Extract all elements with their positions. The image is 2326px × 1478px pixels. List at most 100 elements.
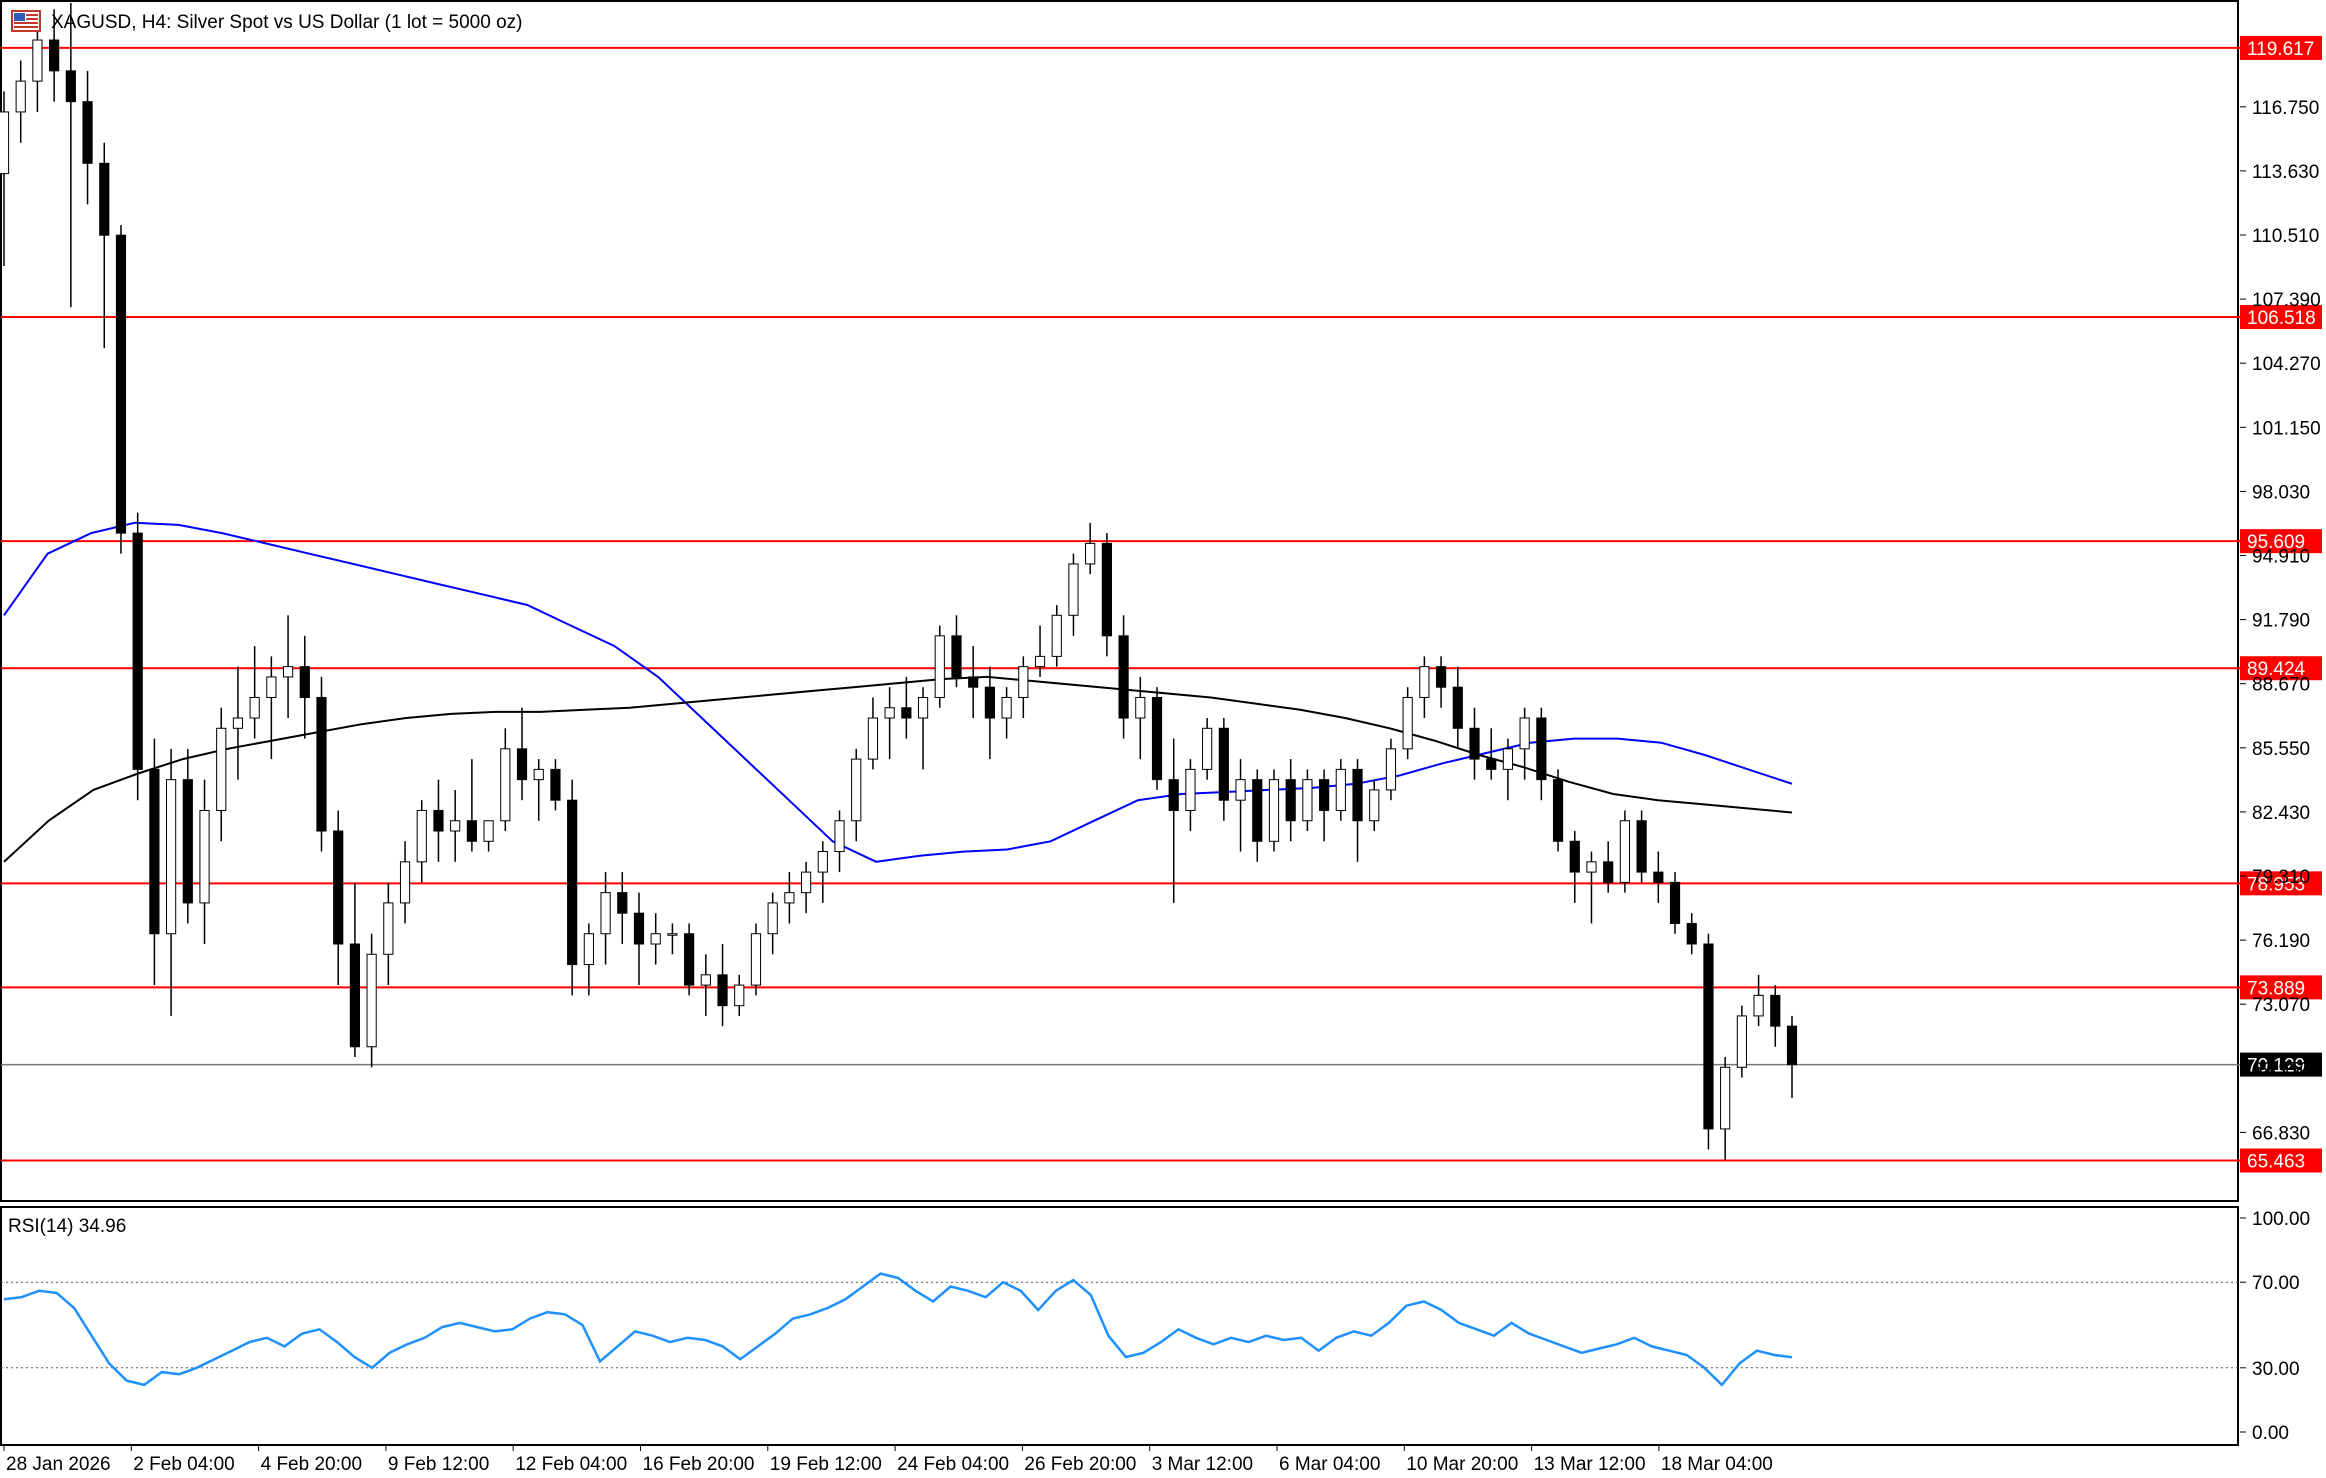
candle-body [1770, 994, 1781, 1027]
candle-body [917, 696, 929, 719]
candle-body [1452, 686, 1463, 729]
candle-body [1335, 768, 1346, 811]
candle-body [1068, 563, 1079, 616]
candle-body [1786, 1025, 1798, 1066]
rsi-label: RSI(14) 34.96 [8, 1216, 126, 1237]
candle-body [734, 984, 745, 1007]
candle-body [1586, 861, 1597, 873]
candle-body [1302, 779, 1313, 822]
price-tick-label: 101.150 [2252, 418, 2321, 439]
candle-body [199, 809, 210, 904]
candle-body [1085, 542, 1096, 565]
price-tick-label: 82.430 [2252, 803, 2310, 824]
candle-body [1469, 727, 1480, 760]
price-tick-label: 110.510 [2252, 226, 2319, 247]
level-price-tag [2240, 305, 2322, 330]
price-tick-label: 76.190 [2252, 931, 2310, 952]
candle-body [450, 820, 461, 832]
candle-body [82, 101, 93, 164]
candle-body [567, 799, 578, 966]
candle-body [49, 39, 60, 72]
price-tick-label: 88.670 [2252, 675, 2310, 696]
candle-body [583, 933, 594, 966]
chart-header: XAGUSD, H4: Silver Spot vs US Dollar (1 … [11, 10, 522, 33]
candle-body [617, 892, 628, 914]
candle-body [1603, 861, 1614, 883]
candle-body [1419, 666, 1430, 698]
chart-title: XAGUSD, H4: Silver Spot vs US Dollar (1 … [51, 12, 522, 33]
level-price-tag [2240, 975, 2322, 1000]
candle-body [399, 861, 411, 904]
price-tick-label: 79.310 [2252, 867, 2310, 888]
rsi-tick-label: 0.00 [2252, 1423, 2289, 1444]
candle-body [1636, 820, 1647, 873]
candle-body [717, 974, 728, 1007]
candle-body [1435, 666, 1447, 688]
main-pane-frame [0, 0, 2239, 1202]
time-tick-label: 10 Mar 20:00 [1406, 1454, 1518, 1475]
candle-body [1369, 789, 1380, 822]
price-tick-label: 69.950 [2252, 1059, 2310, 1080]
rsi-tick-label: 100.00 [2252, 1209, 2310, 1230]
price-tick-label: 94.910 [2252, 547, 2310, 568]
candle-body [0, 111, 10, 175]
candle-body [516, 748, 528, 781]
candle-body [934, 635, 945, 698]
candle-body [884, 707, 895, 719]
candle-body [366, 953, 377, 1048]
time-tick-label: 2 Feb 04:00 [133, 1454, 234, 1475]
candle-body [968, 676, 979, 688]
candle-body [667, 933, 678, 936]
price-tick-label: 98.030 [2252, 482, 2310, 503]
candle-body [266, 676, 277, 698]
time-tick-label: 13 Mar 12:00 [1534, 1454, 1646, 1475]
candle-body [650, 933, 661, 945]
candle-body [1703, 943, 1714, 1130]
candle-body [1319, 779, 1330, 811]
candle-body [550, 768, 561, 801]
time-tick-label: 18 Mar 04:00 [1661, 1454, 1773, 1475]
rsi-layer: 100.00 70.00 30.00 0.00 [1, 1209, 2310, 1444]
candle-body [232, 717, 244, 729]
candle-body [433, 809, 444, 832]
candle-body [1486, 758, 1497, 770]
candle-body [132, 532, 143, 770]
rsi-pane-frame [0, 1206, 2239, 1446]
price-tick-label: 113.630 [2252, 162, 2319, 183]
candle-body [383, 902, 394, 955]
candle-body [1268, 779, 1280, 842]
candle-body [1202, 727, 1213, 770]
candle-body [1552, 779, 1564, 842]
time-tick-label: 3 Mar 12:00 [1152, 1454, 1253, 1475]
candle-body [216, 727, 227, 811]
price-tick-label: 66.830 [2252, 1123, 2310, 1144]
time-tick-label: 16 Feb 20:00 [643, 1454, 755, 1475]
candle-body [533, 768, 544, 781]
candle-body [32, 39, 43, 82]
candle-body [1736, 1015, 1747, 1068]
candle-body [834, 820, 845, 853]
level-price-label: 119.617 [2247, 39, 2314, 60]
candle-body [99, 162, 110, 236]
price-tick-label: 107.390 [2252, 290, 2321, 311]
time-tick-label: 24 Feb 04:00 [897, 1454, 1009, 1475]
candle-body [299, 666, 310, 698]
candle-body [600, 892, 611, 935]
candle-body [1218, 727, 1229, 801]
price-tick-label: 73.070 [2252, 995, 2310, 1016]
level-price-label: 106.518 [2247, 308, 2316, 329]
candle-body [466, 820, 477, 842]
candle-body [984, 686, 996, 719]
candle-body [951, 635, 962, 678]
level-price-tag [2240, 871, 2322, 896]
time-tick-label: 28 Jan 2026 [6, 1454, 111, 1475]
candle-body [700, 974, 711, 986]
candle-body [15, 80, 26, 113]
flag-icon [11, 10, 41, 32]
candle-body [1569, 840, 1580, 873]
candle-body [1252, 779, 1263, 842]
candle-body [1118, 635, 1129, 719]
candle-body [1519, 717, 1530, 750]
candle-body [867, 717, 879, 760]
